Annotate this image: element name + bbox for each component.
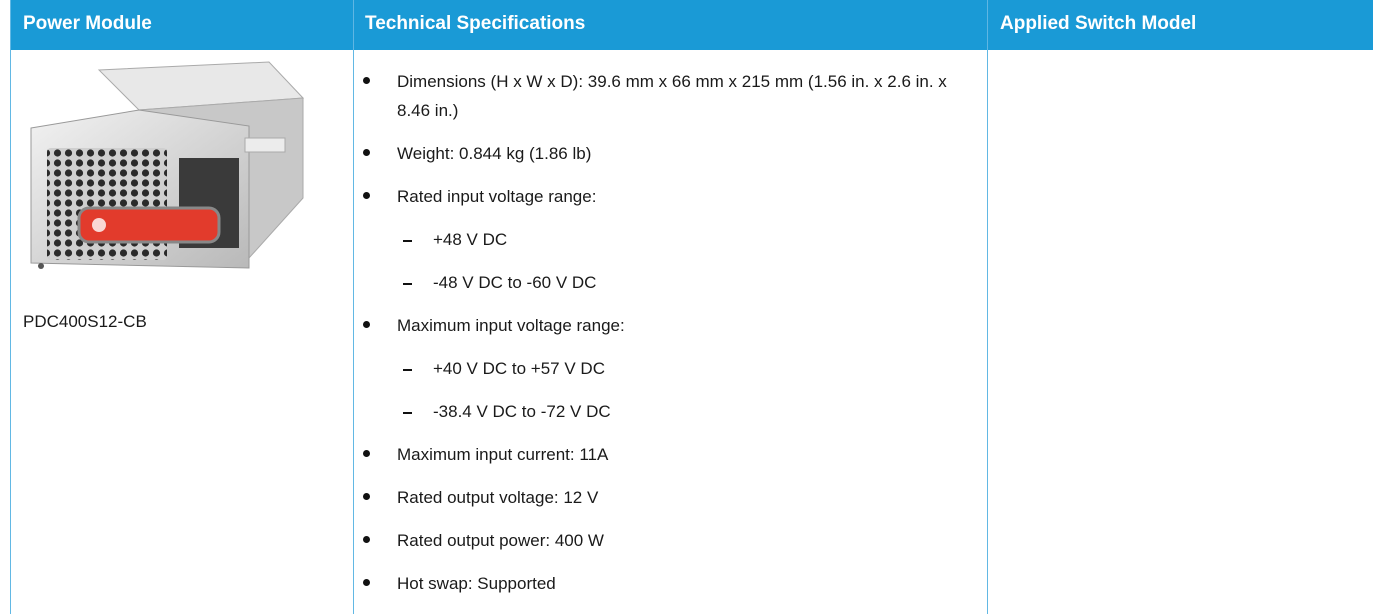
spec-sublist: +48 V DC-48 V DC to -60 V DC [397, 225, 953, 297]
spec-table: Power Module Technical Specifications Ap… [10, 0, 1373, 614]
spec-item: Rated output power: 400 W [354, 526, 953, 555]
spec-text: Maximum input voltage range: [397, 316, 625, 335]
spec-text: Rated output voltage: 12 V [397, 488, 598, 507]
spec-subitem: -48 V DC to -60 V DC [354, 268, 953, 297]
spec-item: Rated output voltage: 12 V [354, 483, 953, 512]
header-cell: Applied Switch Model [1000, 0, 1196, 42]
header-cell: Power Module [23, 0, 152, 42]
spec-item: Weight: 0.844 kg (1.86 lb) [354, 139, 953, 168]
spec-text: Dimensions (H x W x D): 39.6 mm x 66 mm … [397, 72, 947, 120]
header-separator [353, 0, 354, 50]
spec-item: Hot swap: Supported [354, 569, 953, 598]
spec-subitem: +40 V DC to +57 V DC [354, 354, 953, 383]
spec-item: Rated input voltage range:+48 V DC-48 V … [354, 182, 953, 297]
spec-text: Weight: 0.844 kg (1.86 lb) [397, 144, 591, 163]
spec-text: Maximum input current: 11A [397, 445, 608, 464]
spec-item: Maximum input voltage range: +40 V DC to … [354, 311, 953, 426]
spec-sublist: +40 V DC to +57 V DC-38.4 V DC to -72 V … [397, 354, 953, 426]
spec-text: Rated output power: 400 W [397, 531, 604, 550]
header-row: Power Module Technical Specifications Ap… [11, 0, 1373, 50]
page: Power Module Technical Specifications Ap… [0, 0, 1373, 614]
spec-subitem: +48 V DC [354, 225, 953, 254]
module-name: PDC400S12-CB [23, 312, 147, 332]
spec-list: Dimensions (H x W x D): 39.6 mm x 66 mm … [354, 67, 954, 612]
product-image [19, 58, 309, 288]
spec-item: Maximum input current: 11A [354, 440, 953, 469]
spec-text: Rated input voltage range: [397, 187, 596, 206]
header-separator [987, 0, 988, 50]
column-border [987, 50, 988, 614]
spec-text: Hot swap: Supported [397, 574, 556, 593]
header-cell: Technical Specifications [365, 0, 585, 42]
spec-subitem: -38.4 V DC to -72 V DC [354, 397, 953, 426]
spec-item: Dimensions (H x W x D): 39.6 mm x 66 mm … [354, 67, 953, 125]
